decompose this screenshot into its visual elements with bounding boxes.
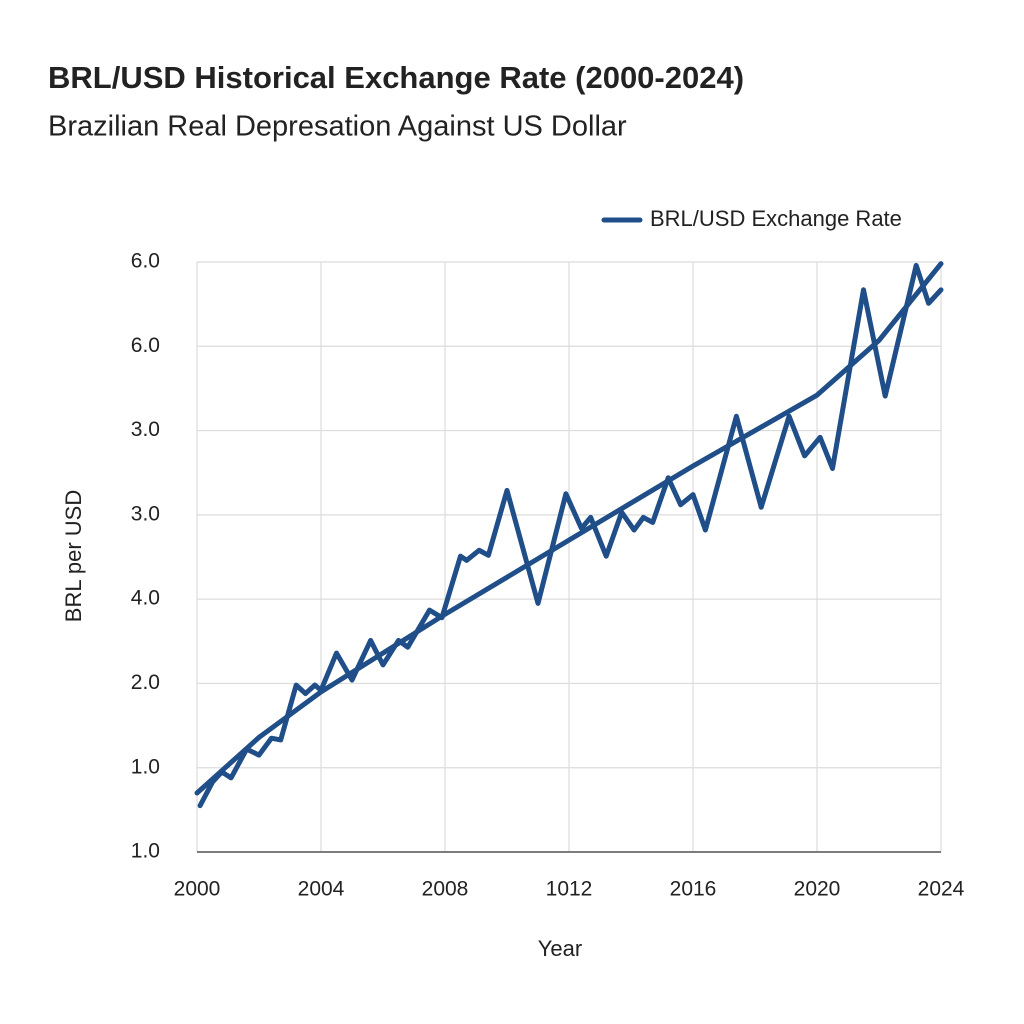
x-tick-label: 2004 (298, 878, 345, 901)
legend-label: BRL/USD Exchange Rate (650, 206, 902, 231)
y-tick-label: 6.0 (131, 250, 160, 273)
series-line (194, 261, 944, 796)
y-axis-label: BRL per USD (61, 490, 86, 622)
series-line (197, 262, 944, 809)
y-tick-label: 1.0 (131, 755, 160, 778)
x-axis-label: Year (538, 936, 582, 961)
x-tick-label: 1012 (546, 878, 593, 901)
x-tick-label: 2020 (794, 878, 841, 901)
y-tick-label: 3.0 (131, 502, 160, 525)
x-tick-label: 2000 (174, 878, 221, 901)
y-tick-label: 3.0 (131, 418, 160, 441)
x-tick-label: 2008 (422, 878, 469, 901)
chart-title: BRL/USD Historical Exchange Rate (2000-2… (48, 60, 744, 95)
chart-subtitle: Brazilian Real Depresation Against US Do… (48, 111, 627, 143)
x-tick-label: 2016 (670, 878, 717, 901)
y-tick-label: 1.0 (131, 840, 160, 863)
y-tick-label: 4.0 (131, 587, 160, 610)
x-tick-label: 2024 (918, 878, 965, 901)
y-tick-label: 2.0 (131, 671, 160, 694)
y-tick-label: 6.0 (131, 334, 160, 357)
